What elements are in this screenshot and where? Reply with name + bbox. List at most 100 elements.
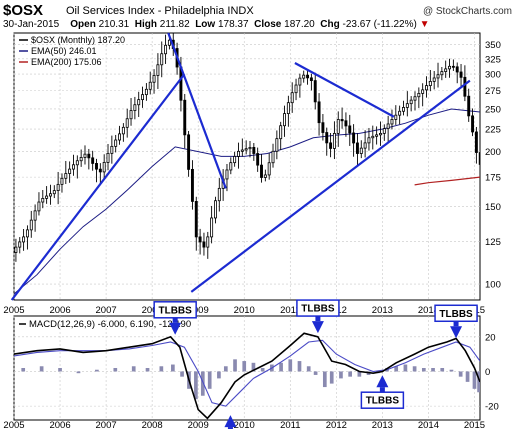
candle-body (444, 68, 448, 72)
candle-body (402, 107, 405, 112)
candle-body (141, 94, 145, 101)
trendline-3 (190, 79, 471, 293)
macd-histogram-bar (159, 366, 164, 372)
annotation-box (360, 391, 405, 409)
candle-body (290, 92, 294, 104)
candle-body (398, 110, 402, 116)
candle-body (144, 88, 148, 96)
candle-body (421, 89, 425, 94)
macd-histogram-bar (194, 371, 198, 400)
candle-body (448, 65, 451, 70)
candle-body (474, 131, 478, 153)
macd-y-tick-label: 0 (485, 367, 490, 378)
price-y-tick-label: 275 (485, 86, 501, 97)
price-y-tick-label: 350 (485, 40, 501, 51)
candle-body (348, 125, 352, 134)
macd-histogram-bar (449, 369, 454, 372)
annotation-arrow-stem (172, 317, 178, 323)
candle-body (33, 210, 37, 221)
candle-body (306, 74, 310, 79)
macd-histogram-bar (233, 359, 237, 372)
candle-body (405, 103, 409, 108)
chg-label: Chg (320, 19, 340, 30)
candle-body (202, 241, 206, 248)
candle-body (256, 153, 260, 166)
candle-body (478, 152, 480, 165)
macd-x-tick-label: 2010 (234, 420, 255, 429)
candle-body (237, 150, 240, 157)
candle-body (459, 71, 463, 78)
candle-body (29, 219, 33, 231)
candle-body (382, 128, 386, 134)
candle-body (206, 236, 210, 248)
legend-entry: EMA(50) 246.01 (31, 46, 97, 56)
candle-body (137, 99, 141, 106)
annotation-arrow-icon (450, 326, 463, 339)
candle-body (413, 96, 417, 101)
candle-body (313, 80, 317, 103)
candle-body (64, 173, 68, 179)
candle-body (83, 153, 87, 158)
macd-x-tick-label: 2007 (96, 420, 117, 429)
macd-histogram-bar (421, 368, 426, 372)
candle-body (263, 174, 267, 178)
candle-body (87, 153, 91, 159)
candle-body (409, 99, 413, 105)
macd-histogram-bar (200, 371, 205, 396)
down-arrow-icon: ▼ (419, 19, 430, 30)
macd-x-tick-label: 2006 (49, 420, 70, 429)
macd-line (14, 332, 480, 420)
macd-x-tick-label: 2013 (372, 420, 393, 429)
candle-body (471, 115, 475, 133)
candle-body (160, 53, 164, 66)
trendline-2 (167, 32, 227, 189)
macd-histogram-bar (207, 371, 212, 389)
macd-histogram-bar (329, 371, 334, 384)
price-x-tick-label: 2007 (96, 305, 117, 316)
candle-body (344, 120, 348, 127)
price-x-tick-label: 2008 (142, 305, 163, 316)
candle-body (129, 110, 133, 120)
macd-histogram-bar (412, 366, 417, 372)
macd-histogram-bar (472, 371, 477, 389)
macd-histogram-bar (58, 368, 62, 372)
candle-body (240, 149, 244, 152)
ema50-line (14, 108, 480, 295)
ema200-line (414, 176, 480, 186)
price-x-tick-label: 2011 (280, 305, 300, 316)
candle-body (14, 246, 18, 253)
macd-y-tick-label: -20 (485, 402, 499, 413)
price-x-tick-label: 2009 (188, 305, 209, 316)
candle-body (37, 201, 41, 212)
candle-body (48, 193, 52, 197)
candle-body (432, 77, 436, 82)
high-label: High (134, 19, 157, 30)
candle-body (152, 75, 156, 83)
candle-body (375, 134, 379, 137)
macd-histogram-bar (279, 362, 283, 372)
candle-body (275, 138, 279, 152)
candle-body (229, 162, 233, 171)
annotation-label: TLBBS (158, 305, 192, 316)
candle-body (91, 157, 95, 164)
candle-body (217, 187, 221, 202)
macd-x-tick-label: 2005 (3, 420, 24, 429)
candle-body (332, 132, 336, 149)
macd-histogram-bar (297, 361, 302, 372)
candle-body (194, 201, 198, 238)
macd-x-tick-label: 2012 (326, 420, 347, 429)
candle-body (302, 74, 306, 79)
macd-histogram-bar (76, 371, 81, 374)
stockcharts-credit[interactable]: @ StockCharts.com (422, 6, 512, 17)
annotation-label: TLBBS (439, 309, 473, 320)
candle-body (367, 137, 371, 144)
candle-body (325, 132, 329, 144)
candle-body (294, 84, 298, 94)
candle-body (321, 122, 325, 133)
candle-body (156, 64, 160, 76)
candle-body (72, 164, 75, 170)
candle-body (68, 168, 72, 174)
price-y-tick-label: 175 (485, 173, 501, 184)
macd-histogram-bar (403, 364, 408, 372)
